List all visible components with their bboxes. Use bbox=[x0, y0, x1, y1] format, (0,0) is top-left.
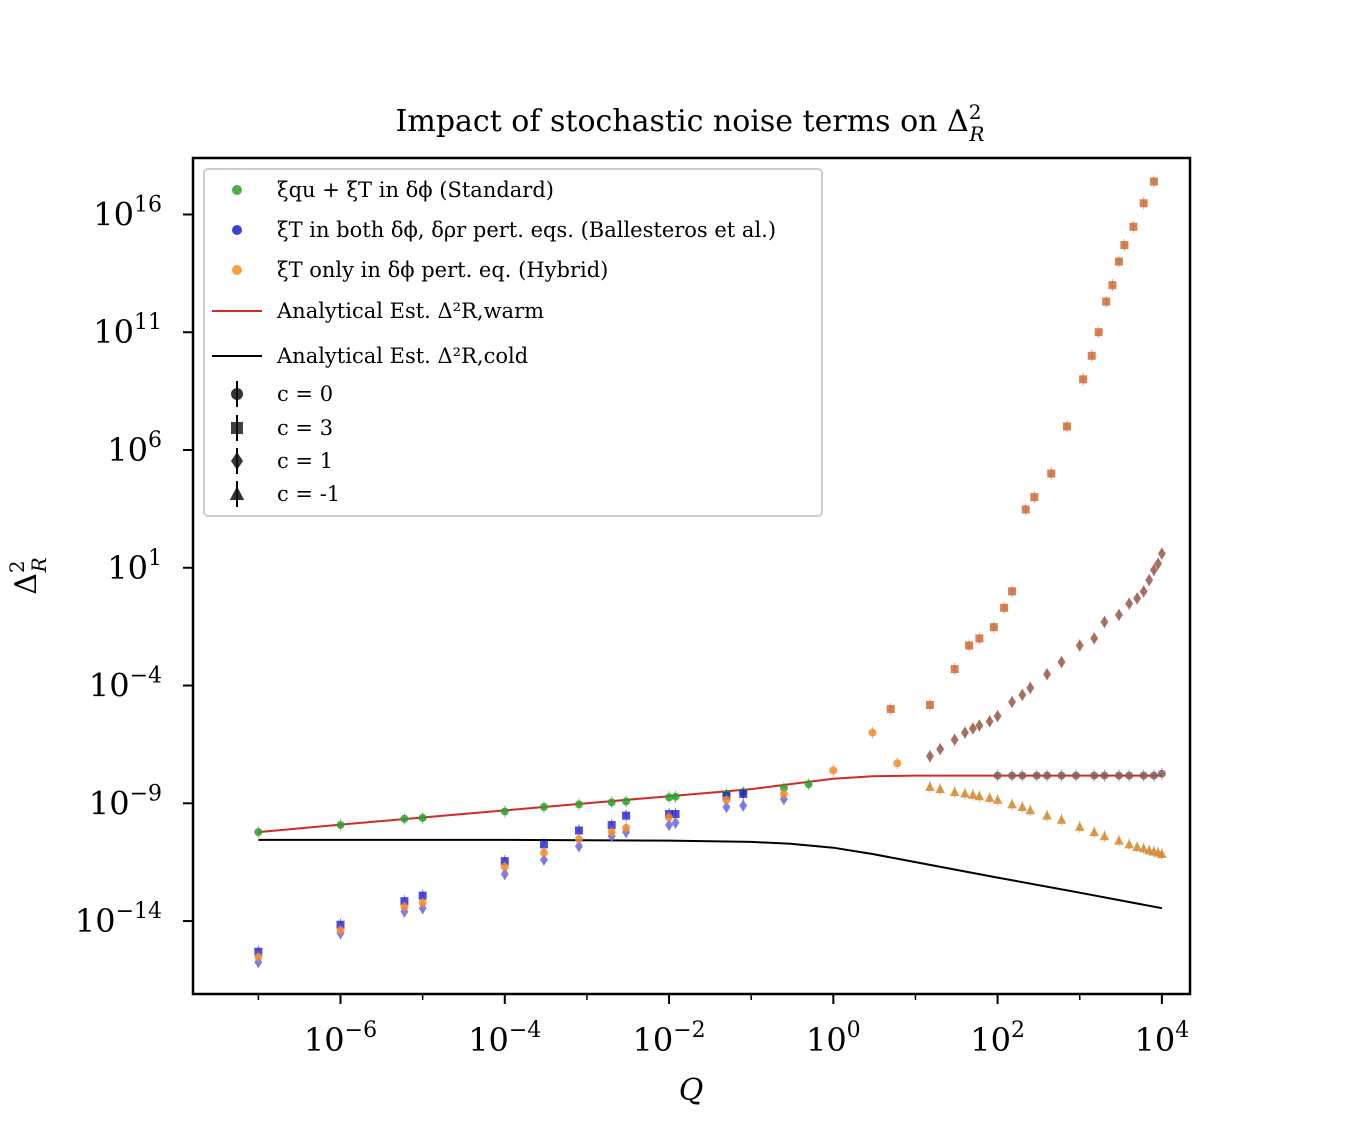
legend: ξqu + ξT in δϕ (Standard) ξT in both δϕ, … bbox=[203, 168, 823, 517]
plot-markers bbox=[254, 175, 1167, 969]
legend-label: c = -1 bbox=[277, 482, 340, 506]
x-tick-label: 10−4 bbox=[468, 1018, 541, 1059]
x-tick-label: 102 bbox=[970, 1018, 1025, 1059]
x-tick-label: 10−6 bbox=[304, 1018, 377, 1059]
legend-label: Analytical Est. Δ²R,cold bbox=[276, 344, 528, 368]
series-line bbox=[258, 838, 1163, 910]
y-axis-label: Δ2R bbox=[5, 557, 51, 594]
legend-marker-triangle bbox=[229, 486, 245, 500]
y-tick-label: 10−14 bbox=[75, 899, 162, 940]
legend-label: ξT only in δϕ pert. eq. (Hybrid) bbox=[277, 258, 608, 282]
legend-label: Analytical Est. Δ²R,warm bbox=[276, 299, 544, 323]
plot-lines bbox=[258, 774, 1163, 910]
legend-label: c = 0 bbox=[277, 382, 333, 406]
legend-label: c = 3 bbox=[277, 416, 333, 440]
y-tick-label: 101 bbox=[107, 546, 162, 587]
x-axis: 10−6 10−4 10−2 100 102 104 bbox=[257, 994, 1190, 1059]
chart-title: Impact of stochastic noise terms on Δ2 R bbox=[396, 100, 985, 146]
y-tick-label: 10−4 bbox=[89, 664, 162, 705]
series-line bbox=[258, 774, 1162, 834]
y-axis: 10−14 10−9 10−4 101 106 1011 1016 bbox=[75, 192, 193, 940]
y-tick-label: 1011 bbox=[93, 310, 162, 351]
y-tick-label: 10−9 bbox=[89, 781, 162, 822]
plot-frame bbox=[191, 156, 1192, 996]
x-tick-label: 10−2 bbox=[632, 1018, 705, 1059]
legend-dot bbox=[232, 185, 242, 195]
legend-box bbox=[203, 168, 823, 517]
legend-marker-square bbox=[231, 422, 243, 434]
x-axis-label: Q bbox=[679, 1073, 704, 1108]
legend-marker-circle bbox=[231, 388, 243, 400]
x-tick-label: 100 bbox=[806, 1018, 861, 1059]
y-tick-label: 1016 bbox=[93, 192, 162, 233]
legend-marker-diamond bbox=[231, 452, 243, 470]
legend-label: c = 1 bbox=[277, 449, 333, 473]
y-tick-label: 106 bbox=[107, 428, 162, 469]
x-tick-label: 104 bbox=[1135, 1018, 1190, 1059]
legend-dot bbox=[232, 265, 242, 275]
legend-label: ξT in both δϕ, δρr pert. eqs. (Ballester… bbox=[277, 218, 776, 242]
legend-label: ξqu + ξT in δϕ (Standard) bbox=[277, 178, 554, 202]
legend-dot bbox=[232, 225, 242, 235]
